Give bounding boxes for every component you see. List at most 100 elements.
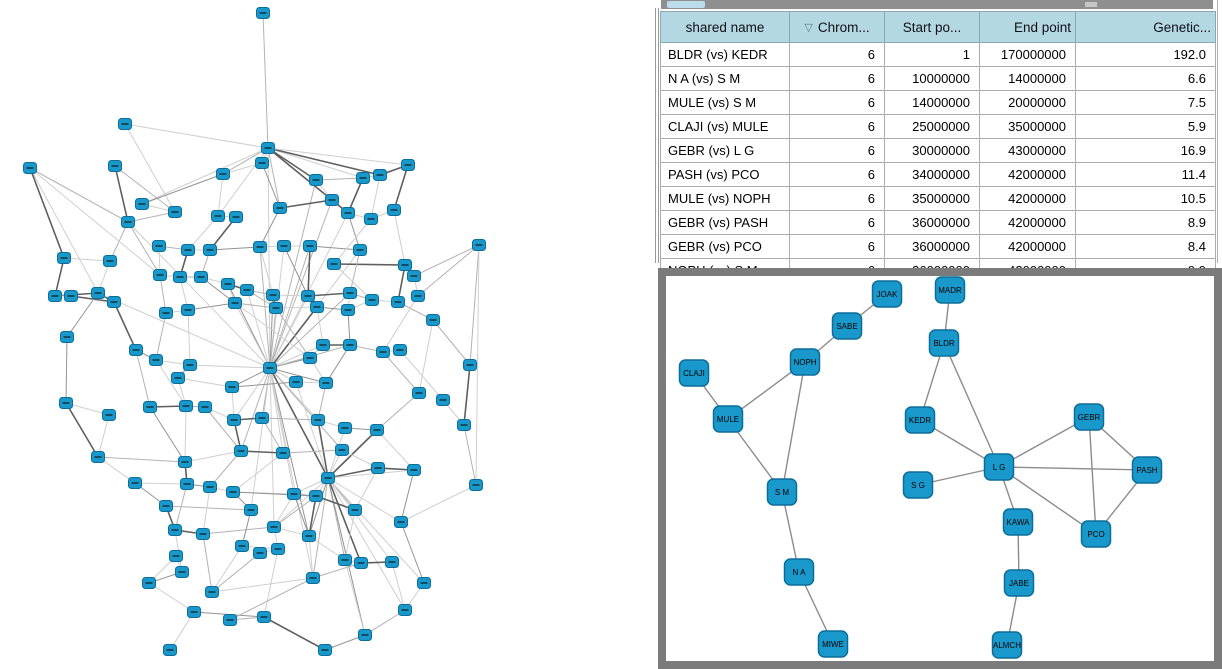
network-edge[interactable] [943,342,1000,468]
network-edge[interactable] [333,263,373,301]
network-edge[interactable] [229,577,314,621]
network-edge[interactable] [391,561,406,611]
network-edge[interactable] [114,165,129,223]
table-row[interactable]: GEBR (vs) L G 6 30000000 43000000 16.9 [660,138,1216,163]
network-edge[interactable] [354,467,379,511]
network-edge[interactable] [344,509,356,561]
network-edge[interactable] [998,466,1097,535]
network-edge[interactable] [127,221,161,276]
network-edge[interactable] [317,382,327,421]
network-edge[interactable] [187,309,191,366]
network-edge[interactable] [327,477,393,563]
horizontal-scrollbar[interactable] [661,0,1213,9]
network-edge[interactable] [113,301,137,351]
network-edge[interactable] [475,244,480,486]
network-node[interactable] [817,630,849,658]
network-edge[interactable] [184,450,242,463]
network-edge[interactable] [325,344,351,384]
network-edge[interactable] [259,246,274,296]
network-edge[interactable] [262,12,269,149]
network-node[interactable] [1080,520,1112,548]
network-edge[interactable] [273,495,317,528]
network-edge[interactable] [65,402,99,458]
network-edge[interactable] [54,257,65,297]
network-edge[interactable] [267,147,364,179]
network-edge[interactable] [463,424,477,486]
network-edge[interactable] [273,477,329,528]
network-edge[interactable] [469,244,480,366]
network-edge[interactable] [217,173,224,217]
network-edge[interactable] [259,246,271,369]
network-edge[interactable] [211,577,314,593]
network-edge[interactable] [202,526,275,535]
network-node[interactable] [789,348,821,376]
network-edge[interactable] [315,177,364,181]
network-edge[interactable] [169,611,195,651]
network-edge[interactable] [998,466,1148,471]
network-edge[interactable] [269,367,327,384]
network-node[interactable] [712,405,744,433]
network-node[interactable] [871,280,903,308]
network-edge[interactable] [70,295,115,303]
main-network-canvas[interactable] [0,0,655,669]
network-edge[interactable] [159,274,167,314]
network-edge[interactable] [97,292,271,369]
network-edge[interactable] [333,218,372,265]
table-row[interactable]: N A (vs) S M 6 10000000 14000000 6.6 [660,66,1216,91]
network-edge[interactable] [309,245,361,251]
network-edge[interactable] [233,367,271,421]
network-edge[interactable] [231,381,297,388]
table-row[interactable]: BLDR (vs) KEDR 6 1 170000000 192.0 [660,42,1216,67]
network-edge[interactable] [202,533,213,593]
network-edge[interactable] [65,402,110,416]
network-edge[interactable] [232,491,317,497]
network-edge[interactable] [312,562,362,579]
network-edge[interactable] [267,147,317,181]
network-edge[interactable] [246,289,271,369]
network-edge[interactable] [400,484,477,523]
network-edge[interactable] [269,367,343,451]
network-edge[interactable] [29,167,99,294]
network-edge[interactable] [308,477,329,537]
network-edge[interactable] [267,147,281,209]
network-edge[interactable] [327,467,379,479]
network-edge[interactable] [333,263,406,266]
network-edge[interactable] [327,477,406,611]
network-edge[interactable] [282,449,343,454]
network-edge[interactable] [261,162,281,209]
network-edge[interactable] [308,495,317,537]
network-node[interactable] [934,276,966,304]
network-node[interactable] [904,406,936,434]
network-edge[interactable] [269,367,314,579]
network-edge[interactable] [267,147,381,176]
network-edge[interactable] [97,414,110,458]
network-edge[interactable] [135,349,151,408]
col-header-chromosome[interactable]: ▽ Chrom... [789,11,885,43]
network-edge[interactable] [269,245,311,369]
col-header-genetic[interactable]: Genetic... [1075,11,1216,43]
network-edge[interactable] [240,367,271,452]
network-edge[interactable] [413,244,480,277]
network-edge[interactable] [141,173,224,205]
network-edge[interactable] [155,312,167,361]
network-edge[interactable] [463,364,471,426]
network-edge[interactable] [97,456,186,463]
network-node[interactable] [831,312,863,340]
network-edge[interactable] [148,582,195,613]
network-edge[interactable] [327,477,425,584]
network-edge[interactable] [155,359,187,407]
network-edge[interactable] [174,483,188,531]
network-edge[interactable] [295,381,329,479]
network-edge[interactable] [393,164,409,211]
network-node[interactable] [991,631,1023,659]
network-edge[interactable] [66,292,99,338]
network-edge[interactable] [63,257,111,262]
network-edge[interactable] [781,361,806,493]
network-edge[interactable] [397,264,406,303]
network-node[interactable] [766,478,798,506]
network-node[interactable] [928,329,960,357]
network-node[interactable] [983,453,1015,481]
network-edge[interactable] [293,493,310,537]
network-node[interactable] [1003,569,1035,597]
network-edge[interactable] [202,486,211,535]
